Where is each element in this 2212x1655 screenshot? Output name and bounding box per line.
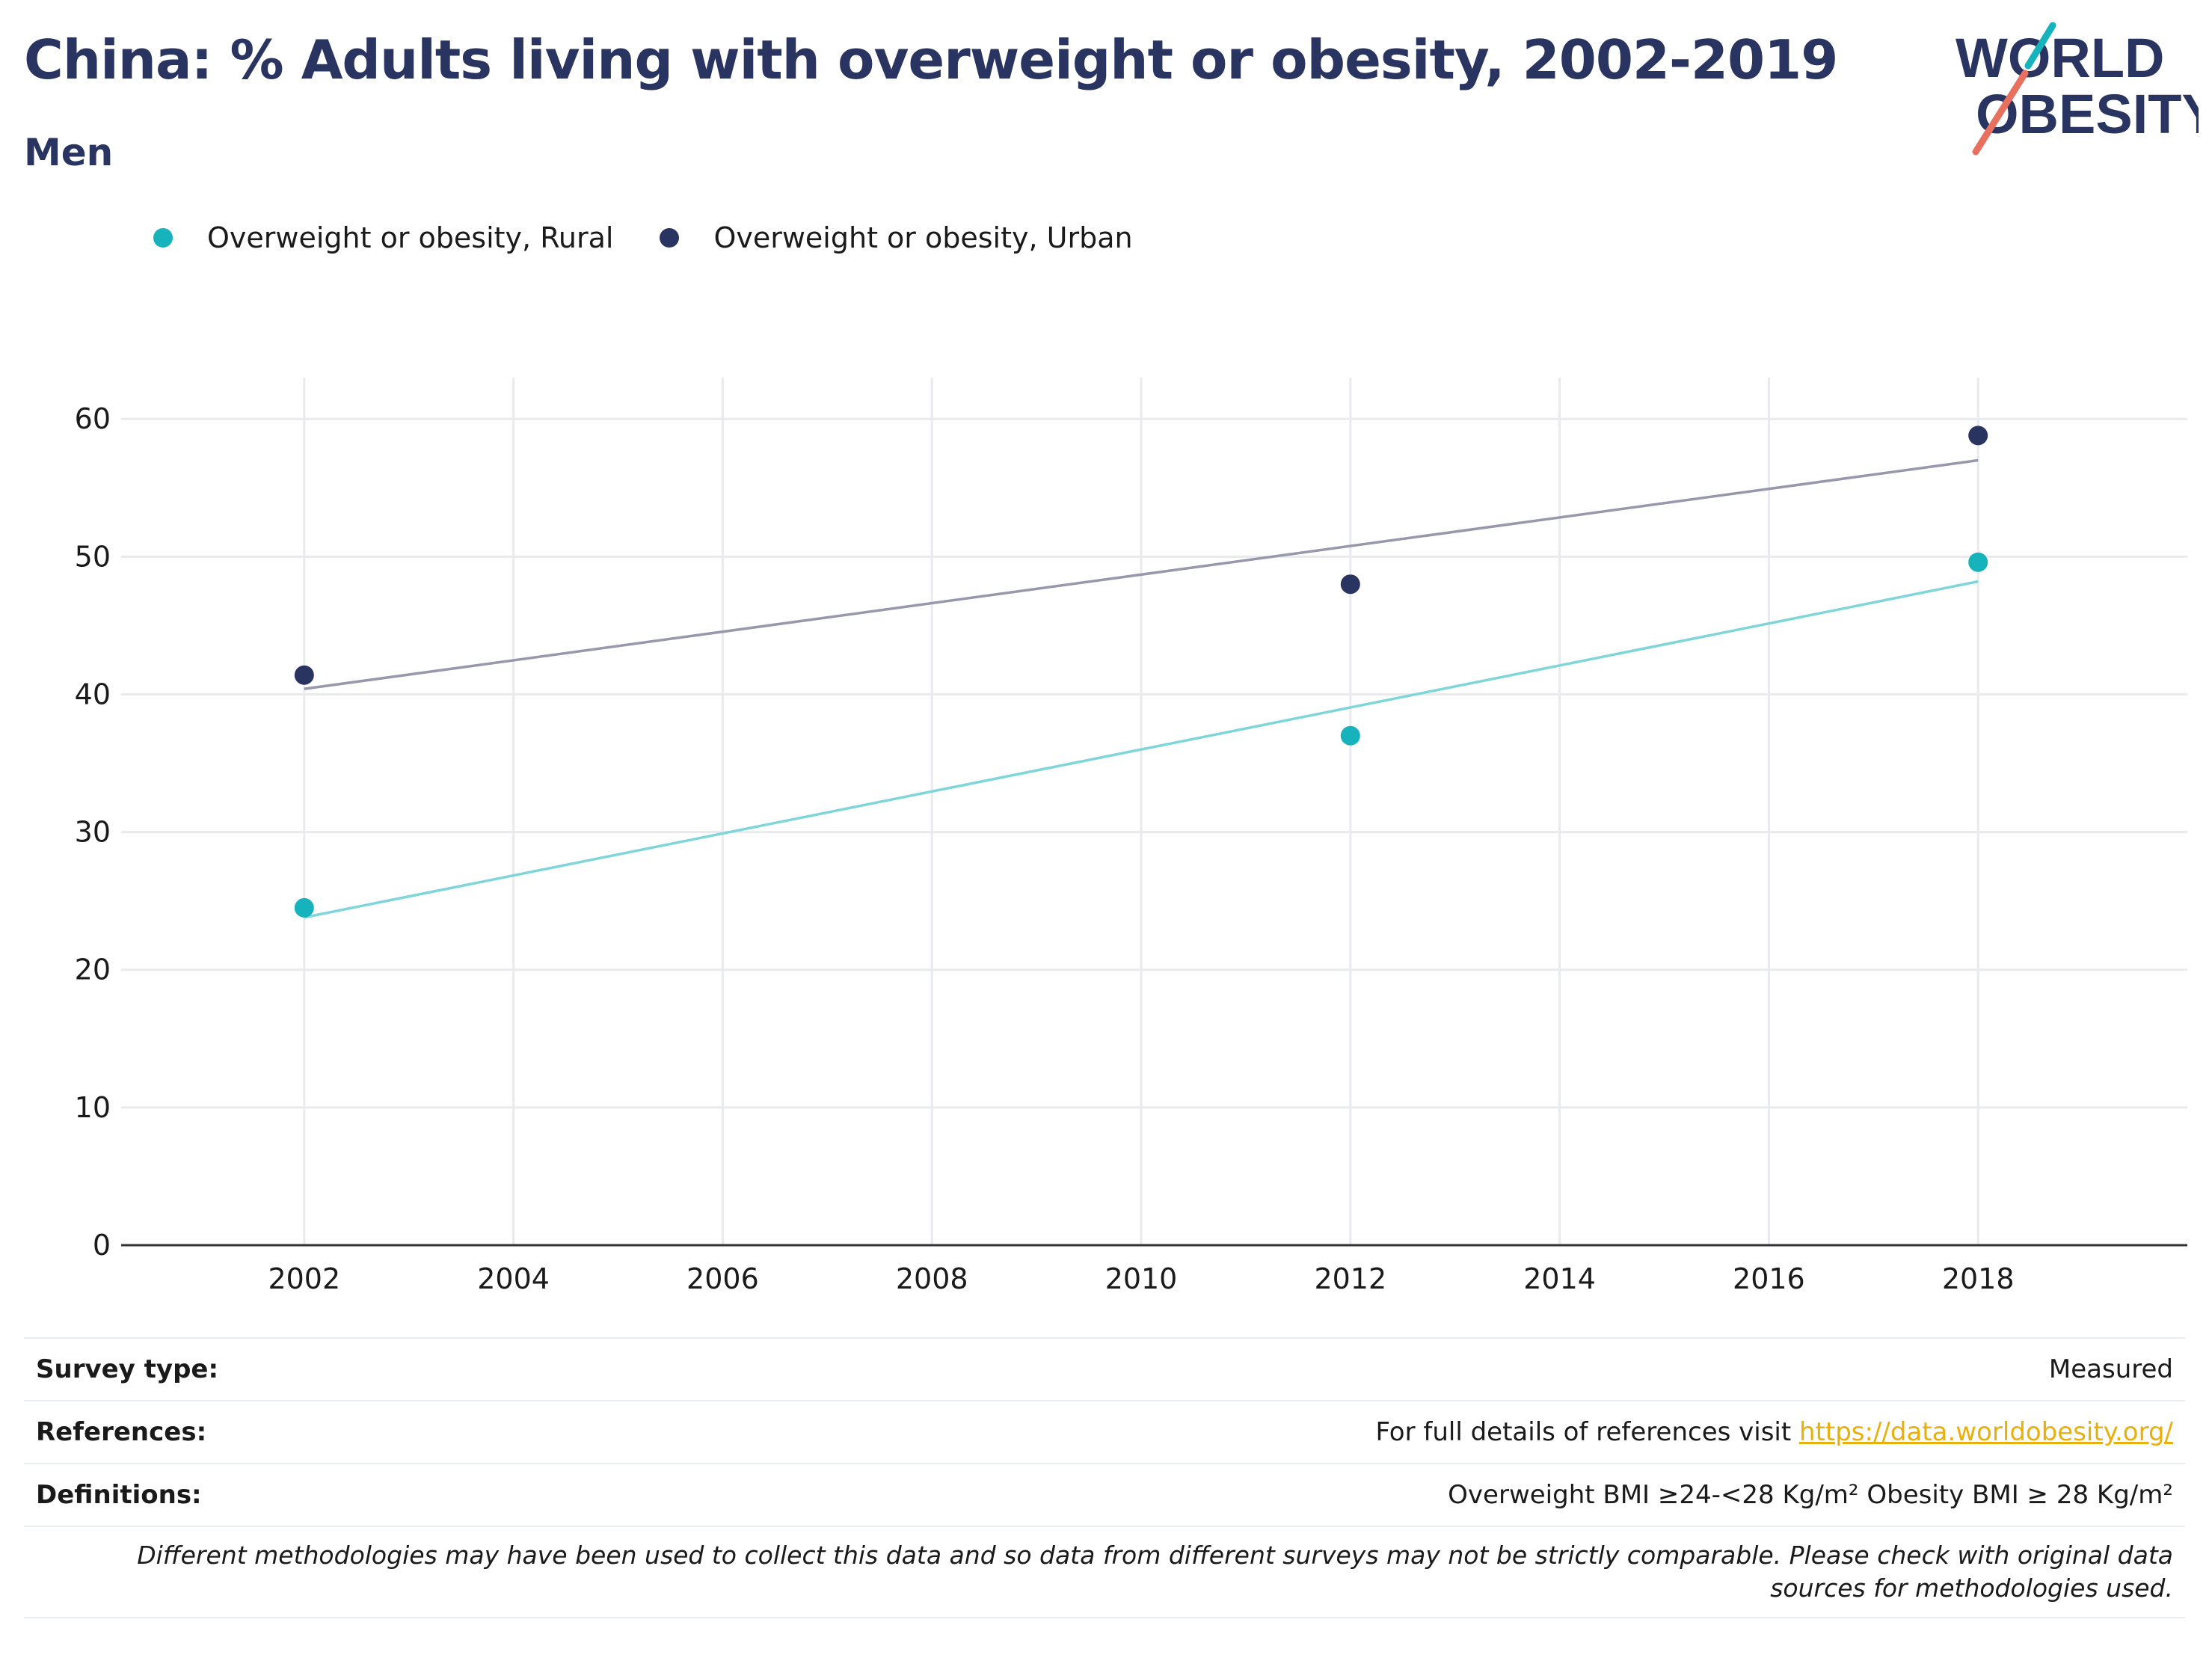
logo-slash-coral: [1972, 70, 2029, 156]
data-point-urban-2012: [1340, 574, 1360, 595]
legend-item-urban[interactable]: Overweight or obesity, Urban: [660, 221, 1133, 254]
legend-label-rural: Overweight or obesity, Rural: [207, 221, 614, 254]
world-obesity-logo: WORLD OBESITY: [1956, 22, 2199, 156]
data-point-urban-2018: [1968, 426, 1988, 446]
x-tick-label-2002: 2002: [268, 1262, 340, 1295]
y-tick-label-10: 10: [75, 1091, 111, 1124]
y-tick-label-0: 0: [93, 1229, 111, 1262]
scatter-chart: 0 10 20 30 40 50 60 2002 2004 2006 2008 2010 2012 201…: [75, 378, 2187, 1295]
chart-legend: Overweight or obesity, Rural Overweight …: [153, 221, 1179, 254]
y-tick-label-60: 60: [75, 402, 111, 435]
chart-subtitle: Men: [24, 131, 114, 174]
x-tick-label-2010: 2010: [1105, 1262, 1178, 1295]
x-tick-label-2012: 2012: [1314, 1262, 1386, 1295]
references-value: For full details of references visit htt…: [1375, 1417, 2173, 1447]
methodology-note: Different methodologies may have been us…: [24, 1526, 2185, 1618]
trendline-rural: [304, 580, 1979, 919]
chart-title: China: % Adults living with overweight o…: [24, 28, 1838, 91]
info-row-definitions: Definitions: Overweight BMI ≥24-<28 Kg/m…: [24, 1463, 2185, 1526]
x-tick-label-2006: 2006: [686, 1262, 759, 1295]
definitions-value: Overweight BMI ≥24-<28 Kg/m² Obesity BMI…: [1448, 1480, 2173, 1510]
info-row-references: References: For full details of referenc…: [24, 1400, 2185, 1463]
info-table: Survey type: Measured References: For fu…: [24, 1337, 2185, 1618]
legend-marker-rural: [153, 228, 173, 248]
survey-type-label: Survey type:: [36, 1354, 219, 1384]
references-link[interactable]: https://data.worldobesity.org/: [1799, 1417, 2173, 1447]
data-point-rural-2018: [1968, 552, 1988, 572]
definitions-label: Definitions:: [36, 1480, 202, 1510]
references-label: References:: [36, 1417, 207, 1447]
x-tick-label-2016: 2016: [1733, 1262, 1805, 1295]
legend-marker-urban: [660, 228, 680, 248]
data-point-rural-2002: [294, 897, 314, 918]
x-tick-label-2014: 2014: [1523, 1262, 1596, 1295]
y-tick-label-50: 50: [75, 540, 111, 573]
x-tick-label-2004: 2004: [477, 1262, 550, 1295]
legend-item-rural[interactable]: Overweight or obesity, Rural: [153, 221, 613, 254]
logo-slash-teal: [2024, 22, 2056, 70]
x-tick-label-2008: 2008: [896, 1262, 968, 1295]
y-tick-label-20: 20: [75, 954, 111, 986]
references-text: For full details of references visit: [1375, 1417, 1792, 1447]
data-point-rural-2012: [1340, 725, 1360, 746]
y-tick-label-40: 40: [75, 678, 111, 710]
trendline-urban: [304, 458, 1979, 690]
info-row-survey-type: Survey type: Measured: [24, 1337, 2185, 1400]
y-tick-label-30: 30: [75, 816, 111, 849]
x-tick-label-2018: 2018: [1942, 1262, 2015, 1295]
logo-text-world: WORLD: [1956, 27, 2165, 89]
data-point-urban-2002: [294, 665, 314, 685]
survey-type-value: Measured: [2048, 1354, 2173, 1384]
legend-label-urban: Overweight or obesity, Urban: [713, 221, 1133, 254]
